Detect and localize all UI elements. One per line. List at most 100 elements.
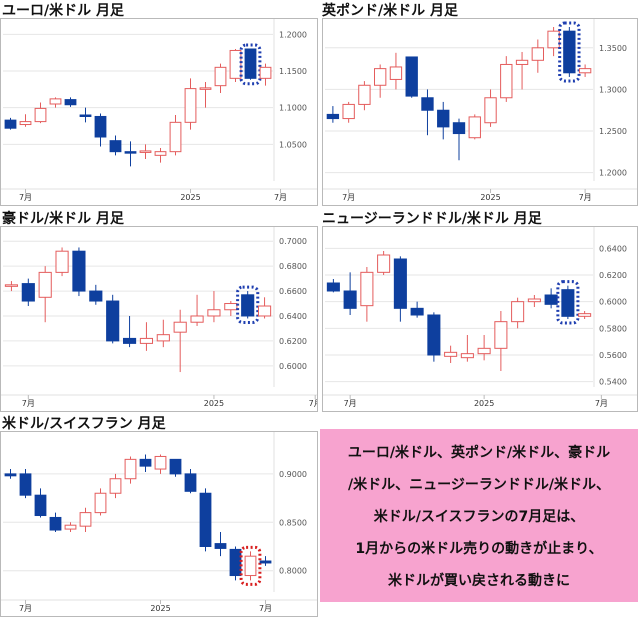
candle-body-down [259,560,272,564]
candlestick-chart: 1.2000 1.1500 1.1000 1.0500 7月 2025 7月 [1,19,317,202]
y-tick-label: 0.6800 [279,262,307,271]
candle-body-up [64,524,77,530]
candle-body-down [4,473,17,477]
candle-body-down [393,258,407,309]
chart-title: ユーロ/米ドル 月足 [2,3,124,19]
candle-body-up [224,303,238,311]
commentary-line: 米ドルが買い戻される動きに [388,573,570,589]
candle-body-up [389,66,403,80]
candle-body-down [122,337,137,344]
x-tick-label: 2025 [150,604,170,613]
x-tick-label: 7月 [595,399,608,408]
candle-body-up [34,107,47,123]
candle-body-down [21,283,35,302]
y-tick-label: 0.6200 [599,271,627,280]
candle-body-up [124,458,137,480]
y-tick-label: 0.7000 [279,237,307,246]
candle-body-down [89,290,103,302]
candle-body-down [49,516,62,531]
chart-title: 米ドル/スイスフラン 月足 [2,416,166,432]
candle-body-up [547,30,560,49]
chart-title: 英ポンド/米ドル 月足 [322,3,458,19]
y-tick-label: 0.6200 [279,337,307,346]
chart-panel-nzdusd: ニュージーランドドル/米ドル 月足 0.6400 0.6200 0.6000 0.58… [320,208,640,413]
y-tick-label: 0.5600 [599,351,627,360]
x-tick-label: 7月 [342,193,355,202]
candle-body-up [259,66,272,79]
candle-body-up [38,271,52,298]
y-tick-label: 1.2500 [599,127,627,136]
candle-body-down [405,56,418,97]
candle-body-down [544,294,558,305]
y-tick-label: 0.6000 [599,298,627,307]
y-tick-label: 1.2000 [599,169,627,178]
candle-body-up [214,66,227,87]
candle-body-down [124,151,137,154]
candle-body-down [79,114,92,117]
chart-panel-eurusd: ユーロ/米ドル 月足 1.2000 1.1500 1.1000 1.0500 7月 202… [0,0,320,208]
candle-body-up [229,49,242,79]
candle-body-up [527,298,541,303]
candle-body-down [421,97,434,111]
highlight-marker [558,21,581,83]
candle-body-down [427,314,441,356]
chart-panel-gbpusd: 英ポンド/米ドル 月足 1.3500 1.3000 1.2500 1.2000 7月 20… [320,0,640,208]
y-tick-label: 0.6600 [279,287,307,296]
candle-body-up [94,492,107,514]
candle-body-up [511,301,525,323]
candle-body-up [494,321,508,349]
candle-body-up [374,68,387,86]
candle-body-down [109,140,122,153]
candle-body-down [241,294,255,317]
y-tick-label: 1.2000 [279,30,307,39]
y-tick-label: 1.3500 [599,44,627,53]
y-tick-label: 0.8500 [279,518,307,527]
candle-body-up [109,478,122,494]
y-tick-label: 1.0500 [279,140,307,149]
highlight-marker [236,285,260,324]
candle-body-up [360,271,374,307]
candle-body-down [64,99,77,106]
candlestick-chart: 1.3500 1.3000 1.2500 1.2000 7月 2025 7月 [323,19,637,202]
y-tick-label: 0.5800 [599,324,627,333]
candle-body-down [452,122,466,135]
chart-title: ニュージーランドドル/米ドル 月足 [322,211,542,227]
candle-body-up [55,250,69,273]
x-tick-label: 7月 [579,193,592,202]
commentary-box: ユーロ/米ドル、英ポンド/米ドル、豪ドル /米ドル、ニュージーランドドル/米ドル… [320,429,638,602]
candle-body-down [410,307,424,316]
candle-body-down [244,48,257,79]
commentary-line: 1月からの米ドル売りの動きが止まり、 [355,541,603,557]
commentary-line: 米ドル/スイスフランの7月足は、 [373,509,585,525]
candle-body-up [358,84,371,105]
candle-body-up [531,47,544,61]
x-tick-label: 7月 [22,399,35,408]
candlestick-chart: 0.7000 0.6800 0.6600 0.6400 0.6200 0.6000 7月 20… [1,227,317,408]
y-tick-label: 1.1500 [279,67,307,76]
candle-body-up [184,88,197,123]
candle-body-up [468,116,481,139]
y-tick-label: 1.1000 [279,104,307,113]
candle-body-down [184,473,197,492]
candle-body-up [257,305,272,317]
candle-body-up [139,337,154,344]
candle-body-up [244,555,257,577]
y-tick-label: 0.5400 [599,378,627,387]
chart-plot-area: 0.9000 0.8500 0.8000 7月 2025 7月 [0,431,318,617]
candle-body-down [199,492,212,547]
chart-plot-area: 0.7000 0.6800 0.6600 0.6400 0.6200 0.6000 7月 20… [0,226,318,412]
x-tick-label: 7月 [19,193,32,202]
candle-body-down [326,113,340,120]
candle-body-up [484,97,497,124]
x-tick-label: 7月 [344,399,357,408]
y-tick-label: 1.3000 [599,85,627,94]
candle-body-up [500,63,513,99]
candle-body-up [515,59,529,65]
chart-title: 豪ドル/米ドル 月足 [2,211,124,227]
candle-body-up [342,103,355,120]
candle-body-up [460,353,474,359]
candle-body-up [79,512,92,527]
candlestick-chart: 0.9000 0.8500 0.8000 7月 2025 7月 [1,432,317,613]
candle-body-up [156,334,170,342]
candle-body-down [214,543,227,549]
